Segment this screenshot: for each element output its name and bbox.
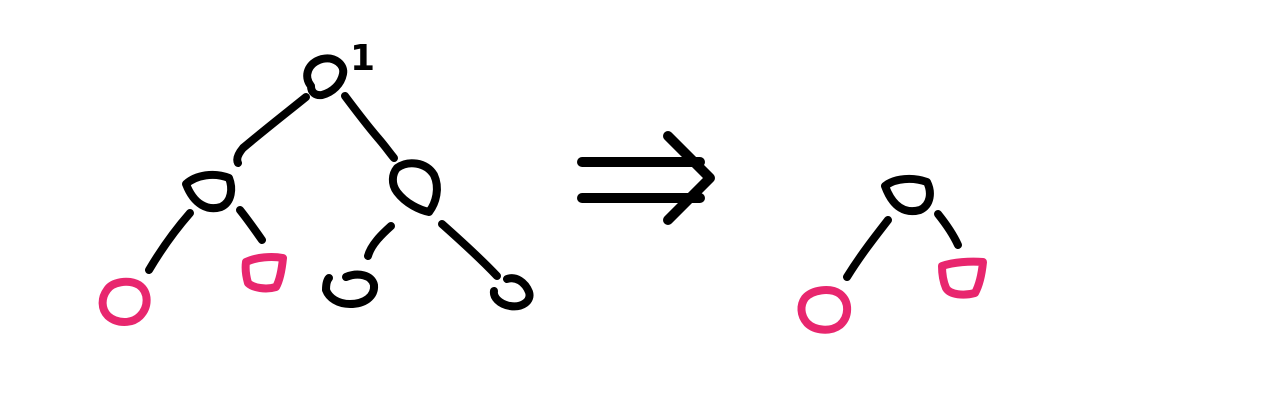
edge-root-left <box>233 93 310 167</box>
node-right-tree-root <box>881 174 934 216</box>
implies-arrow-icon <box>577 131 715 225</box>
node-right-right-leaf <box>489 274 534 311</box>
node-right-tree-left-leaf <box>797 286 852 334</box>
edge-right-rightleftleaf <box>364 222 395 260</box>
edge-left-rightleaf <box>236 206 266 244</box>
edge-right-rightrightleaf <box>438 220 501 280</box>
right-tree <box>797 174 987 334</box>
edge-left-leftleaf <box>145 209 194 274</box>
left-tree: 1 <box>98 38 534 326</box>
node-right-tree-right-leaf <box>938 257 987 299</box>
node-left-child <box>182 170 236 213</box>
edge-root-right <box>341 92 398 162</box>
edge-right-tree-root-right <box>934 210 962 249</box>
node-left-right-leaf <box>241 253 287 293</box>
root-label: 1 <box>350 38 375 79</box>
node-left-left-leaf <box>98 277 151 326</box>
edge-right-tree-root-left <box>843 216 892 281</box>
node-right-left-leaf <box>322 270 378 308</box>
node-right-child <box>388 159 441 216</box>
node-root <box>303 54 348 100</box>
